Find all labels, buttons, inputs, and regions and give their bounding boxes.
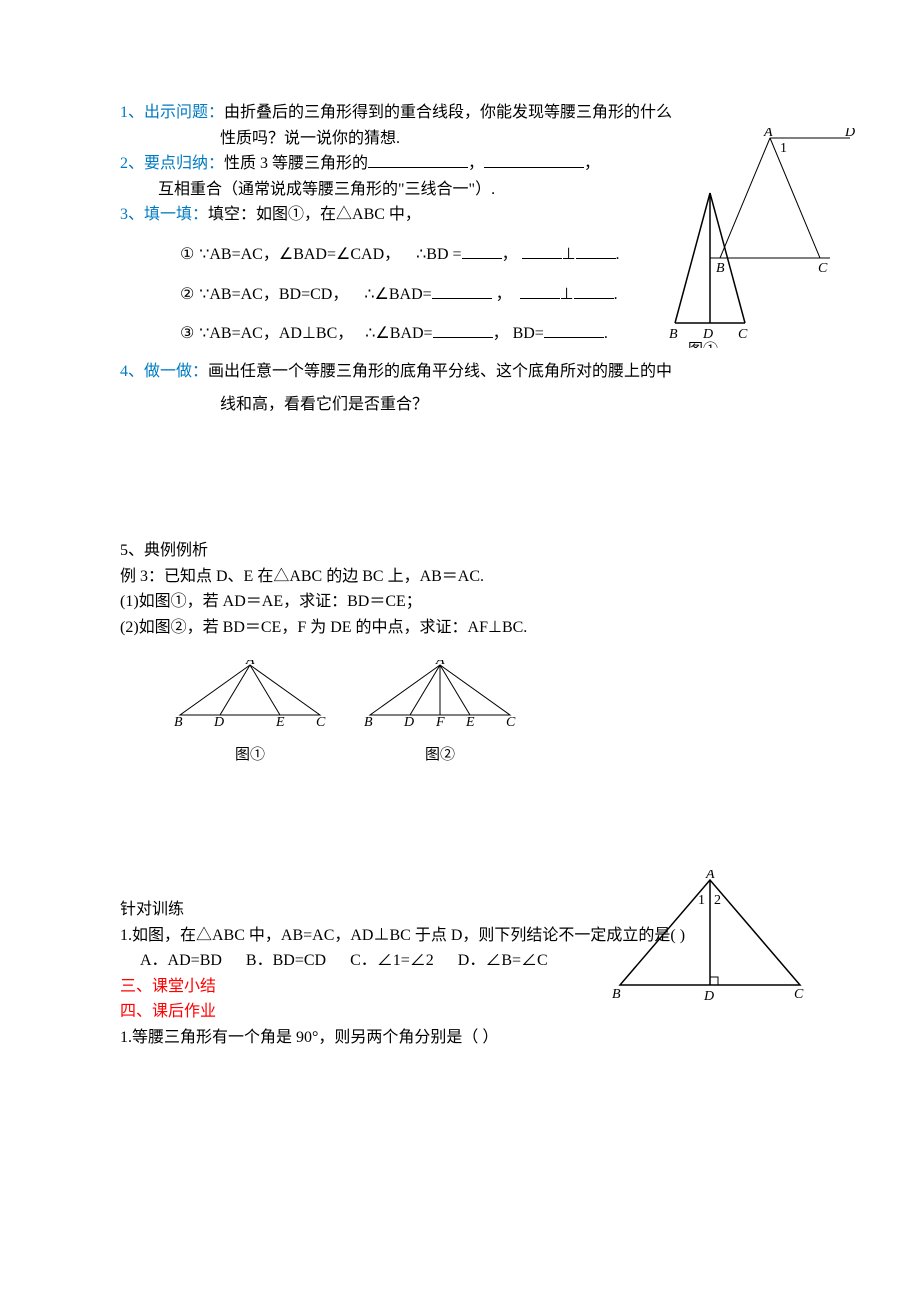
label-B2: B [669, 327, 678, 342]
svg-text:B: B [174, 715, 183, 730]
q2-comma1: ， [468, 155, 484, 172]
svg-text:2: 2 [714, 893, 721, 908]
q5-p2: (2)如图②，若 BD＝CE，F 为 DE 的中点，求证：AF⊥BC. [120, 615, 800, 641]
q3-label: 3、填一填： [120, 206, 208, 223]
svg-text:D: D [213, 715, 224, 730]
blank[interactable] [574, 282, 614, 299]
svg-text:C: C [506, 715, 516, 730]
q3-l2d: ⊥ [560, 286, 574, 303]
opt-a[interactable]: A．AD=BD [140, 952, 222, 969]
svg-text:E: E [465, 715, 475, 730]
figure-bottom-right: A B D C 1 2 [610, 870, 810, 1010]
svg-text:C: C [316, 715, 326, 730]
blank[interactable] [462, 242, 502, 259]
q3-l2a: ∵AB=AC，BD=CD， [199, 286, 348, 303]
svg-text:A: A [435, 660, 445, 668]
q5-ex: 例 3：已知点 D、E 在△ABC 的边 BC 上，AB＝AC. [120, 564, 800, 590]
q3-l2b: ∴∠BAD= [364, 286, 431, 303]
circ-1: ① [180, 242, 199, 268]
blank[interactable] [576, 242, 616, 259]
svg-text:E: E [275, 715, 285, 730]
blank[interactable] [432, 282, 492, 299]
blank[interactable] [544, 321, 604, 338]
page-content: A D B C 1 B D C 图① 1、出示问题：由折叠后的三角形得到的重合线… [0, 0, 920, 1110]
q1-text-a: 由折叠后的三角形得到的重合线段，你能发现等腰三角形的什么 [224, 104, 672, 121]
q3-l1b: ∴BD = [416, 246, 461, 263]
q3-l2c: ， [492, 286, 512, 303]
fig1-label: 图① [170, 743, 330, 767]
q5-p1: (1)如图①，若 AD＝AE，求证：BD＝CE； [120, 589, 800, 615]
blank[interactable] [368, 151, 468, 168]
q4-text-b: 线和高，看看它们是否重合？ [120, 392, 800, 418]
svg-text:C: C [794, 987, 804, 1002]
blank[interactable] [484, 151, 584, 168]
svg-text:B: B [364, 715, 373, 730]
q3-l1a: ∵AB=AC，∠BAD=∠CAD， [199, 246, 400, 263]
hw-1: 1.等腰三角形有一个角是 90°，则另两个角分别是（ ） [120, 1025, 800, 1051]
q4-text-a: 画出任意一个等腰三角形的底角平分线、这个底角所对的腰上的中 [208, 363, 672, 380]
q4: 4、做一做：画出任意一个等腰三角形的底角平分线、这个底角所对的腰上的中 线和高，… [120, 359, 800, 418]
figure-pair: A B D E C 图① A B D F E C 图② [170, 660, 800, 767]
label-A: A [763, 128, 773, 140]
label-D: D [844, 128, 855, 140]
label-C2: C [738, 327, 748, 342]
opt-c[interactable]: C．∠1=∠2 [350, 952, 434, 969]
q3-l1d: ⊥ [562, 246, 576, 263]
figure-1: A B D E C 图① [170, 660, 330, 767]
svg-text:A: A [705, 870, 715, 882]
fig2-label: 图② [360, 743, 520, 767]
label-B: B [716, 261, 725, 276]
svg-text:1: 1 [698, 893, 705, 908]
svg-text:D: D [703, 989, 714, 1004]
q3-l2e: . [614, 286, 618, 303]
svg-text:F: F [435, 715, 445, 730]
circ-2: ② [180, 282, 199, 308]
fig-top-caption: 图① [688, 341, 718, 348]
q5-label: 5、典例例析 [120, 538, 800, 564]
q1-label: 1、出示问题： [120, 104, 224, 121]
q3-l3c: ， BD= [493, 325, 544, 342]
q3-text-a: 填空：如图①，在△ABC 中， [208, 206, 421, 223]
q3-l1e: . [616, 246, 620, 263]
figure-top-right: A D B C 1 B D C 图① [660, 128, 860, 348]
q2-label: 2、要点归纳： [120, 155, 224, 172]
q3-l1c: ， [502, 246, 518, 263]
q3-l3d: . [604, 325, 608, 342]
svg-text:B: B [612, 987, 621, 1002]
q2-text-a: 性质 3 等腰三角形的 [224, 155, 368, 172]
label-1: 1 [780, 141, 787, 156]
q4-label: 4、做一做： [120, 363, 208, 380]
q2-comma2: ， [584, 155, 600, 172]
svg-text:D: D [403, 715, 414, 730]
label-C: C [818, 261, 828, 276]
figure-2: A B D F E C 图② [360, 660, 520, 767]
q3-l3a: ∵AB=AC，AD⊥BC， [199, 325, 353, 342]
svg-text:A: A [245, 660, 255, 668]
circ-3: ③ [180, 321, 199, 347]
q3-l3b: ∴∠BAD= [365, 325, 432, 342]
blank[interactable] [520, 282, 560, 299]
opt-d[interactable]: D．∠B=∠C [458, 952, 548, 969]
blank[interactable] [433, 321, 493, 338]
blank[interactable] [522, 242, 562, 259]
opt-b[interactable]: B．BD=CD [246, 952, 326, 969]
label-D2: D [702, 327, 713, 342]
